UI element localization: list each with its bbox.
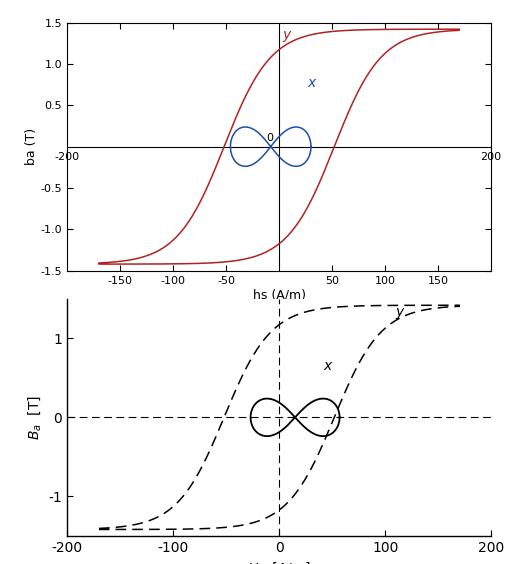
Text: x: x	[308, 76, 316, 90]
Y-axis label: ba (T): ba (T)	[25, 128, 38, 165]
X-axis label: hs (A/m): hs (A/m)	[253, 288, 306, 301]
Text: y: y	[282, 28, 291, 42]
X-axis label: $H_s$  [A/m]: $H_s$ [A/m]	[247, 560, 311, 564]
Text: y: y	[396, 305, 404, 319]
Text: x: x	[324, 359, 332, 373]
Text: -200: -200	[55, 152, 80, 162]
Y-axis label: $B_a$  [T]: $B_a$ [T]	[26, 395, 43, 440]
Text: 200: 200	[481, 152, 501, 162]
Text: 0: 0	[266, 133, 273, 143]
